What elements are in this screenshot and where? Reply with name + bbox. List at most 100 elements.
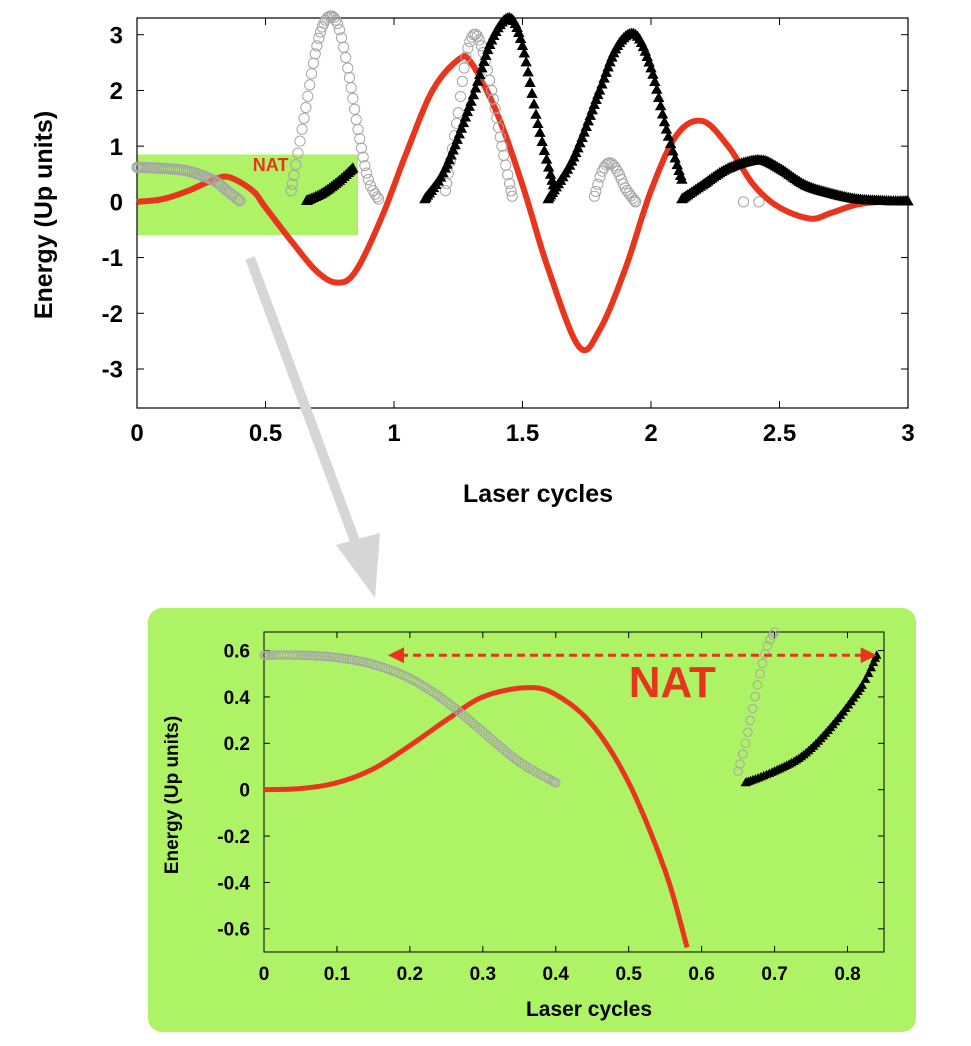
circle-marker [234, 195, 246, 207]
circle-marker [588, 190, 601, 202]
circle-marker [525, 763, 535, 774]
circle-marker [427, 686, 437, 697]
circle-marker [405, 673, 415, 684]
circle-marker [345, 82, 357, 94]
circle-marker [429, 688, 439, 698]
y-tick-label: 0 [239, 781, 250, 802]
arrow-head-right [860, 647, 877, 664]
circle-marker [462, 42, 474, 54]
triangle-marker [532, 117, 544, 129]
circle-marker [311, 40, 323, 52]
x-tick-label: 0.1 [324, 964, 351, 985]
circle-marker [441, 696, 452, 707]
circle-marker [745, 715, 756, 726]
inset-nat-label: NAT [629, 658, 716, 707]
triangle-marker [480, 49, 492, 60]
circle-marker [342, 62, 354, 74]
circle-marker [352, 123, 364, 136]
triangle-marker [586, 104, 598, 115]
triangle-marker [514, 32, 527, 44]
x-tick-label: 0 [259, 964, 270, 985]
circle-marker [412, 677, 422, 688]
circle-marker [312, 651, 323, 661]
gray-circle-segment [285, 10, 385, 205]
circle-marker [767, 630, 778, 640]
circle-marker [288, 169, 300, 181]
gray-circle-segment [737, 196, 765, 208]
circle-marker [502, 169, 514, 181]
circle-marker [290, 650, 301, 660]
circle-marker [750, 691, 760, 702]
circle-marker [231, 193, 243, 205]
circle-marker [294, 135, 306, 147]
circle-marker [434, 691, 444, 702]
triangle-marker [647, 68, 659, 79]
circle-marker [307, 57, 320, 69]
circle-marker [628, 194, 641, 206]
circle-marker [519, 760, 530, 771]
circle-marker [414, 678, 425, 689]
circle-marker [300, 101, 312, 114]
triangle-marker [347, 162, 359, 173]
triangle-marker [649, 75, 661, 86]
triangle-marker [576, 131, 588, 143]
circle-marker [549, 777, 560, 787]
black-triangle-segment [740, 650, 882, 787]
triangle-marker [451, 133, 463, 144]
triangle-marker [871, 650, 882, 659]
triangle-marker [474, 68, 486, 79]
triangle-marker [902, 195, 914, 206]
circle-marker [328, 11, 340, 24]
circle-marker [454, 90, 467, 103]
top-x-ticks: 0 0.5 1 1.5 2 2.5 3 [130, 18, 915, 447]
circle-marker [494, 131, 506, 143]
x-tick-label: 0.8 [834, 964, 860, 985]
circle-marker [354, 133, 366, 145]
circle-marker [505, 185, 517, 197]
circle-marker [233, 194, 245, 206]
circle-marker [305, 650, 315, 661]
circle-marker [473, 34, 485, 46]
circle-marker [355, 142, 368, 154]
circle-marker [357, 151, 369, 163]
circle-marker [456, 75, 469, 87]
inset-plot-frame [263, 631, 885, 953]
black-triangle-segment [542, 27, 688, 204]
triangle-marker [664, 137, 677, 149]
circle-marker [503, 177, 516, 190]
circle-marker [310, 650, 320, 661]
black-triangle-segment [676, 154, 914, 206]
triangle-marker [453, 128, 465, 139]
gray-circle-segment [439, 28, 518, 202]
circle-marker [737, 749, 748, 759]
circle-marker [285, 185, 297, 197]
circle-marker [367, 184, 379, 197]
triangle-marker [513, 26, 525, 37]
x-tick-label: 3 [901, 420, 914, 447]
triangle-marker [654, 100, 667, 111]
triangle-marker [455, 122, 468, 133]
circle-marker [362, 173, 374, 186]
triangle-marker [522, 66, 534, 77]
triangle-marker [465, 95, 477, 106]
circle-marker [287, 650, 298, 660]
circle-marker [360, 167, 373, 179]
triangle-marker [662, 130, 675, 141]
y-tick-label: -0.2 [217, 827, 250, 848]
circle-marker [753, 196, 765, 208]
inset-chart: 0.60.40.20-0.2-0.4-0.6 0 0.1 0.2 0.3 0.4 0.5 0… [148, 608, 916, 1032]
x-tick-label: 0 [130, 420, 143, 447]
circle-marker [528, 765, 538, 776]
circle-marker [419, 681, 430, 692]
circle-marker [343, 71, 356, 84]
circle-marker [296, 123, 308, 135]
x-tick-label: 0.2 [397, 964, 423, 985]
x-tick-label: 2 [644, 420, 657, 447]
circle-marker [610, 162, 622, 174]
circle-marker [371, 191, 383, 203]
triangle-marker [860, 674, 871, 683]
top-series [131, 10, 914, 354]
y-tick-label: 2 [110, 78, 123, 105]
y-tick-label: 3 [110, 22, 123, 49]
y-tick-label: 1 [110, 134, 123, 161]
